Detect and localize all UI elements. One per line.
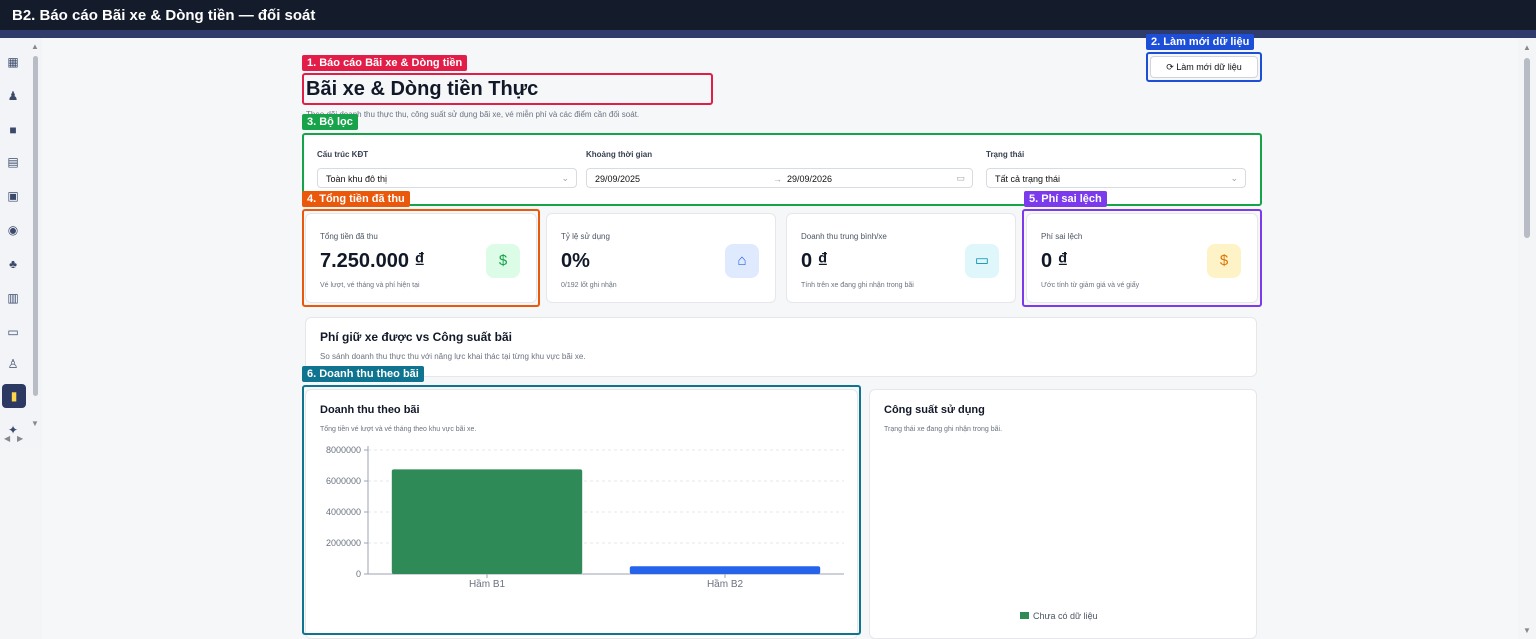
page-subtitle: Theo dõi doanh thu thực thu, công suất s… bbox=[306, 110, 640, 119]
x-tick-label: Hầm B1 bbox=[469, 578, 506, 590]
annotation-box-filters bbox=[302, 133, 1262, 206]
status-value: Tất cả trạng thái bbox=[995, 174, 1061, 184]
bar-1 bbox=[391, 469, 583, 574]
person-icon[interactable]: ♟ bbox=[7, 89, 19, 103]
kpi-label: Tỷ lệ sử dụng bbox=[561, 232, 610, 241]
kpi-label: Doanh thu trung bình/xe bbox=[801, 232, 887, 241]
kpi-value: 0% bbox=[561, 250, 590, 272]
kdt-select[interactable]: Toàn khu đô thị ⌄ bbox=[317, 168, 577, 188]
kdt-label: Cấu trúc KĐT bbox=[317, 150, 369, 159]
section-title: Phí giữ xe được vs Công suất bãi bbox=[320, 330, 512, 344]
capacity-title: Công suất sử dụng bbox=[884, 404, 985, 416]
kpi-note: Vé lượt, vé tháng và phí hiện tại bbox=[320, 282, 420, 289]
calculator-icon[interactable]: ▤ bbox=[7, 155, 19, 169]
kpi-label: Phí sai lệch bbox=[1041, 232, 1083, 241]
kpi-value: 7.250.000 ₫ bbox=[320, 250, 425, 272]
kdt-value: Toàn khu đô thị bbox=[326, 174, 388, 184]
annotation-tag-title: 1. Báo cáo Bãi xe & Dòng tiền bbox=[302, 55, 468, 71]
kpi-card-usage[interactable]: Tỷ lệ sử dụng 0% 0/192 lốt ghi nhận ⌂ bbox=[546, 213, 776, 303]
annotation-box-total bbox=[302, 209, 540, 307]
section-header: Phí giữ xe được vs Công suất bãi So sánh… bbox=[305, 317, 1257, 377]
briefcase-icon[interactable]: ▣ bbox=[7, 189, 19, 203]
report-icon[interactable]: ▮ bbox=[2, 384, 26, 408]
status-select[interactable]: Tất cả trạng thái ⌄ bbox=[986, 168, 1246, 188]
gear-icon[interactable]: ✦ bbox=[7, 423, 19, 437]
section-subtitle: So sánh doanh thu thực thu với năng lực … bbox=[320, 352, 586, 361]
y-tick-label: 6000000 bbox=[326, 476, 361, 486]
kpi-note: Tính trên xe đang ghi nhận trong bãi bbox=[801, 282, 914, 289]
refresh-icon: ⟳ bbox=[1166, 62, 1174, 72]
date-from: 29/09/2025 bbox=[595, 174, 641, 184]
car-icon[interactable]: ◉ bbox=[7, 223, 19, 237]
scroll-right-icon[interactable]: ▶ bbox=[17, 434, 24, 443]
capacity-subtitle: Trạng thái xe đang ghi nhận trong bãi. bbox=[884, 426, 1003, 433]
sidebar-scrollbar[interactable] bbox=[30, 44, 40, 424]
kpi-card-variance[interactable]: Phí sai lệch 0 ₫ Ước tính từ giảm giá và… bbox=[1026, 213, 1258, 303]
chevron-down-icon: ⌄ bbox=[561, 173, 569, 183]
kpi-card-total[interactable]: Tổng tiền đã thu 7.250.000 ₫ Vé lượt, vé… bbox=[305, 213, 537, 303]
refresh-label: Làm mới dữ liệu bbox=[1176, 62, 1242, 72]
scroll-down-icon[interactable]: ▼ bbox=[31, 419, 39, 428]
y-tick-label: 0 bbox=[356, 569, 361, 579]
annotation-tag-refresh: 2. Làm mới dữ liệu bbox=[1146, 34, 1255, 50]
revenue-subtitle: Tổng tiền vé lượt và vé tháng theo khu v… bbox=[320, 426, 477, 433]
annotation-box-title bbox=[302, 73, 713, 105]
refresh-button[interactable]: ⟳ Làm mới dữ liệu bbox=[1150, 56, 1258, 78]
annotation-box-refresh bbox=[1146, 52, 1262, 82]
coin-icon: $ bbox=[1207, 244, 1241, 278]
dollar-icon: $ bbox=[486, 244, 520, 278]
revenue-panel: Doanh thu theo bãi Tổng tiền vé lượt và … bbox=[305, 389, 858, 639]
legend-swatch bbox=[1020, 612, 1029, 619]
annotation-tag-variance: 5. Phí sai lệch bbox=[1024, 191, 1107, 207]
x-tick-label: Hầm B2 bbox=[707, 578, 744, 590]
users-icon[interactable]: ♣ bbox=[9, 257, 17, 271]
kpi-value: 0 ₫ bbox=[801, 250, 828, 272]
y-tick-label: 2000000 bbox=[326, 538, 361, 548]
main-scrollbar[interactable] bbox=[1522, 42, 1532, 637]
date-to: 29/09/2026 bbox=[787, 174, 833, 184]
scroll-left-icon[interactable]: ◀ bbox=[4, 434, 11, 443]
arrow-right-icon: → bbox=[773, 174, 782, 184]
page-title: Bãi xe & Dòng tiền Thực bbox=[306, 78, 539, 100]
kpi-note: 0/192 lốt ghi nhận bbox=[561, 282, 617, 289]
annotation-tag-filters: 3. Bộ lọc bbox=[302, 114, 358, 130]
window-title: B2. Báo cáo Bãi xe & Dòng tiền — đối soá… bbox=[0, 0, 1536, 30]
store-icon[interactable]: ▭ bbox=[7, 325, 19, 339]
scroll-up-icon[interactable]: ▲ bbox=[31, 42, 39, 51]
main-scroll-down-icon[interactable]: ▼ bbox=[1523, 626, 1531, 635]
bar-2 bbox=[629, 566, 821, 574]
kpi-note: Ước tính từ giảm giá và vé giấy bbox=[1041, 282, 1140, 289]
date-range-picker[interactable]: 29/09/2025 → 29/09/2026 ▭ bbox=[586, 168, 973, 188]
kpi-value: 0 ₫ bbox=[1041, 250, 1068, 272]
chevron-down-icon: ⌄ bbox=[1230, 173, 1238, 183]
calendar-icon: ▭ bbox=[956, 173, 965, 183]
revenue-bar-chart: 0 2000000 4000000 6000000 8000000 Hầm B1 Hầm B… bbox=[326, 445, 844, 590]
kpi-card-average[interactable]: Doanh thu trung bình/xe 0 ₫ Tính trên xe… bbox=[786, 213, 1016, 303]
capacity-legend: Chưa có dữ liệu bbox=[1020, 611, 1098, 621]
kpi-label: Tổng tiền đã thu bbox=[320, 232, 378, 241]
office-icon[interactable]: ▥ bbox=[7, 291, 19, 305]
capacity-panel: Công suất sử dụng Trạng thái xe đang ghi… bbox=[869, 389, 1257, 639]
annotation-box-variance bbox=[1022, 209, 1262, 307]
annotation-box-revenue bbox=[302, 385, 861, 635]
annotation-tag-revenue: 6. Doanh thu theo bãi bbox=[302, 366, 424, 382]
top-strip bbox=[0, 30, 1536, 38]
status-label: Trạng thái bbox=[986, 150, 1025, 159]
y-tick-label: 4000000 bbox=[326, 507, 361, 517]
annotation-tag-total: 4. Tổng tiền đã thu bbox=[302, 191, 410, 207]
bank-icon: ⌂ bbox=[725, 244, 759, 278]
legend-label: Chưa có dữ liệu bbox=[1033, 611, 1098, 621]
y-tick-label: 8000000 bbox=[326, 445, 361, 455]
car-icon: ▭ bbox=[965, 244, 999, 278]
user-icon[interactable]: ♙ bbox=[7, 357, 19, 371]
main-scroll-up-icon[interactable]: ▲ bbox=[1523, 43, 1531, 52]
revenue-title: Doanh thu theo bãi bbox=[320, 404, 420, 416]
building-icon[interactable]: ▦ bbox=[7, 55, 19, 69]
chat-icon[interactable]: ■ bbox=[9, 123, 17, 137]
period-label: Khoảng thời gian bbox=[586, 150, 653, 159]
